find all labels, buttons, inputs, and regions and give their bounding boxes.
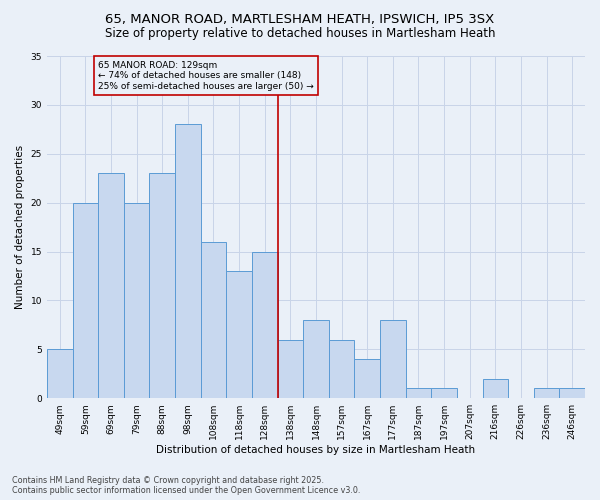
- Bar: [98, 174, 124, 398]
- Bar: [252, 252, 278, 398]
- Bar: [329, 340, 355, 398]
- Bar: [559, 388, 585, 398]
- Bar: [406, 388, 431, 398]
- Bar: [534, 388, 559, 398]
- X-axis label: Distribution of detached houses by size in Martlesham Heath: Distribution of detached houses by size …: [157, 445, 476, 455]
- Y-axis label: Number of detached properties: Number of detached properties: [15, 145, 25, 309]
- Text: 65, MANOR ROAD, MARTLESHAM HEATH, IPSWICH, IP5 3SX: 65, MANOR ROAD, MARTLESHAM HEATH, IPSWIC…: [106, 12, 494, 26]
- Bar: [226, 271, 252, 398]
- Bar: [149, 174, 175, 398]
- Bar: [200, 242, 226, 398]
- Text: Size of property relative to detached houses in Martlesham Heath: Size of property relative to detached ho…: [105, 28, 495, 40]
- Bar: [482, 378, 508, 398]
- Bar: [303, 320, 329, 398]
- Bar: [73, 202, 98, 398]
- Bar: [431, 388, 457, 398]
- Text: Contains HM Land Registry data © Crown copyright and database right 2025.
Contai: Contains HM Land Registry data © Crown c…: [12, 476, 361, 495]
- Bar: [175, 124, 200, 398]
- Bar: [278, 340, 303, 398]
- Bar: [380, 320, 406, 398]
- Bar: [47, 350, 73, 398]
- Text: 65 MANOR ROAD: 129sqm
← 74% of detached houses are smaller (148)
25% of semi-det: 65 MANOR ROAD: 129sqm ← 74% of detached …: [98, 61, 314, 90]
- Bar: [124, 202, 149, 398]
- Bar: [355, 359, 380, 398]
